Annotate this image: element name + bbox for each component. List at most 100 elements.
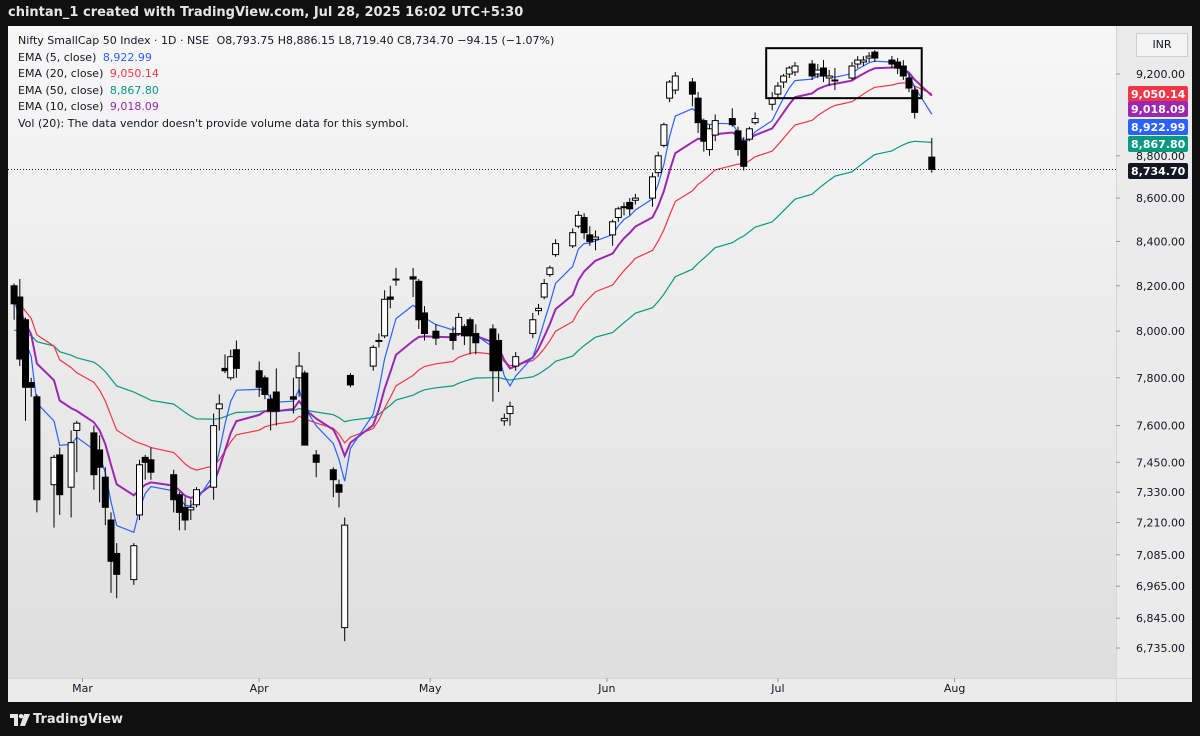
candle-body xyxy=(255,370,263,388)
candle-body xyxy=(649,176,656,199)
candle-body xyxy=(774,85,782,95)
candle-body xyxy=(73,422,81,431)
candle-body xyxy=(409,276,417,280)
candle-up xyxy=(381,290,389,339)
y-tick-label-11: 7,085.00 xyxy=(1136,549,1185,562)
candle-body xyxy=(136,464,143,516)
candle-up xyxy=(649,172,656,207)
ema20-value: 9,050.14 xyxy=(109,67,159,80)
candle-up xyxy=(506,401,514,426)
candle-body xyxy=(335,484,343,493)
candle-down xyxy=(928,137,936,173)
candle-body xyxy=(449,333,457,341)
price-chart[interactable]: 9,200.00 8,800.00 8,600.00 8,400.00 8,200.00… xyxy=(8,26,1192,702)
chart-frame[interactable]: 9,200.00 8,800.00 8,600.00 8,400.00 8,200.00… xyxy=(8,26,1192,702)
candle-body xyxy=(10,285,18,305)
candle-up xyxy=(375,333,383,348)
candle-up xyxy=(512,352,520,371)
price-badge-bg xyxy=(1128,101,1188,117)
price-badge-text: 8,922.99 xyxy=(1131,121,1185,134)
candle-body xyxy=(546,267,554,276)
legend-volume[interactable]: Vol (20): The data vendor doesn't provid… xyxy=(18,116,554,133)
legend-ema20[interactable]: EMA (20, close) 9,050.14 xyxy=(18,66,554,83)
candle-body xyxy=(859,59,867,63)
price-badge-text: 8,867.80 xyxy=(1131,138,1186,151)
candle-down xyxy=(409,267,417,298)
y-tick-label-4: 8,200.00 xyxy=(1136,280,1185,293)
price-badge-bg xyxy=(1128,136,1188,152)
currency-selector[interactable]: INR xyxy=(1136,33,1188,57)
candle-up xyxy=(136,459,143,521)
y-tick-label-14: 6,735.00 xyxy=(1136,642,1185,655)
candle-down xyxy=(27,377,35,397)
candle-up xyxy=(671,72,679,95)
candle-up xyxy=(210,413,218,500)
candle-body xyxy=(27,382,35,388)
candle-down xyxy=(10,283,18,320)
candle-body xyxy=(512,356,520,367)
candle-up xyxy=(215,394,223,431)
price-badge-bg xyxy=(1128,163,1188,179)
candle-down xyxy=(56,447,64,515)
ema50-label: EMA (50, close) xyxy=(18,83,104,97)
candle-body xyxy=(745,128,753,140)
footer-brand: TradingView xyxy=(33,712,124,727)
candle-body xyxy=(706,128,713,151)
candle-body xyxy=(711,120,719,136)
candle-body xyxy=(210,425,218,488)
candle-body xyxy=(791,65,799,73)
candle-up xyxy=(848,62,856,81)
symbol-row[interactable]: Nifty SmallCap 50 Index · 1D · NSE O8,79… xyxy=(18,33,554,50)
ema50-value: 8,867.80 xyxy=(109,83,159,97)
candle-body xyxy=(694,97,702,124)
candle-down xyxy=(894,58,902,74)
candle-up xyxy=(193,487,200,508)
candle-body xyxy=(415,280,423,321)
candle-down xyxy=(495,333,503,393)
candle-down xyxy=(33,394,41,513)
candle-body xyxy=(369,346,377,367)
candle-body xyxy=(33,396,41,501)
price-badge-5: 8,734.70 xyxy=(1128,163,1188,179)
candle-body xyxy=(569,232,577,247)
y-tick-label-13: 6,845.00 xyxy=(1136,612,1185,625)
price-badge-2: 9,018.09 xyxy=(1128,101,1188,117)
candle-body xyxy=(56,454,64,496)
symbol-label: Nifty SmallCap 50 Index · 1D · NSE xyxy=(18,34,210,47)
candle-body xyxy=(911,89,919,113)
y-tick-label-9: 7,330.00 xyxy=(1136,486,1185,499)
candle-down xyxy=(728,108,736,127)
candle-down xyxy=(580,213,588,240)
candle-up xyxy=(187,499,195,521)
candle-up xyxy=(455,312,463,336)
candle-body xyxy=(894,61,902,69)
candle-down xyxy=(449,326,457,350)
candle-down xyxy=(147,447,155,480)
legend-ema10[interactable]: EMA (10, close) 9,018.09 xyxy=(18,99,554,116)
candle-body xyxy=(22,319,29,388)
candle-body xyxy=(631,197,639,201)
legend-ema5[interactable]: EMA (5, close) 8,922.99 xyxy=(18,50,554,67)
candle-body xyxy=(666,81,674,99)
candle-body xyxy=(654,155,662,174)
x-tick-label-apr: Apr xyxy=(250,682,270,695)
candle-down xyxy=(261,375,269,400)
price-badge-text: 9,018.09 xyxy=(1131,103,1185,116)
candle-down xyxy=(415,279,423,329)
legend-ema50[interactable]: EMA (50, close) 8,867.80 xyxy=(18,83,554,100)
candle-body xyxy=(854,59,862,65)
candle-body xyxy=(232,349,240,369)
candle-down xyxy=(911,86,919,119)
y-tick-label-1: 8,800.00 xyxy=(1136,150,1185,163)
candle-body xyxy=(170,474,178,501)
candle-body xyxy=(421,312,428,335)
candle-up xyxy=(609,219,617,246)
attribution-bar: chintan_1 created with TradingView.com, … xyxy=(0,0,1200,26)
candle-up xyxy=(774,82,782,99)
candle-up xyxy=(392,267,400,286)
candle-up xyxy=(67,430,75,518)
candle-up xyxy=(73,420,81,473)
candle-down xyxy=(472,324,480,355)
candle-body xyxy=(688,81,696,95)
candle-body xyxy=(175,494,183,513)
